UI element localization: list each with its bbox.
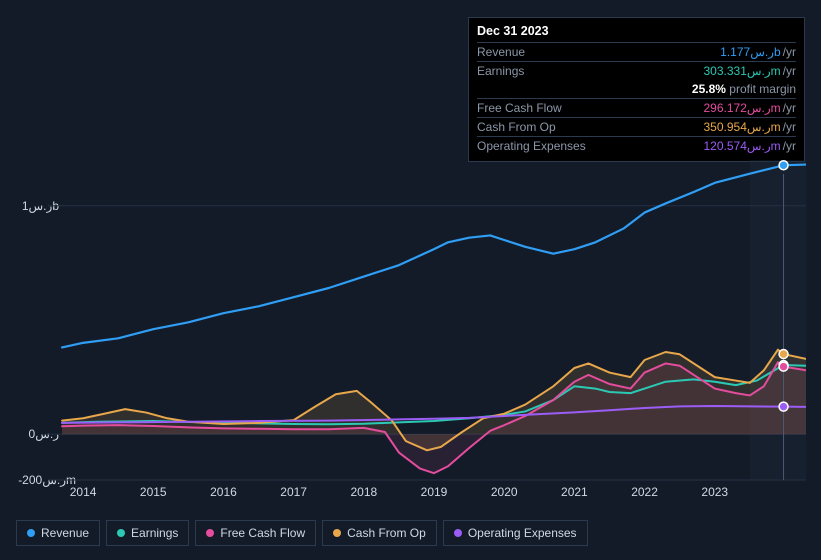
legend-item-earnings[interactable]: Earnings (106, 520, 189, 546)
legend-dot (333, 529, 341, 537)
legend-label: Revenue (41, 526, 89, 540)
hover-tooltip: Dec 31 2023 Revenue1.177ر.سb/yrEarnings3… (468, 17, 805, 162)
tooltip-row: Cash From Op350.954ر.سm/yr (477, 117, 796, 136)
tooltip-row: Free Cash Flow296.172ر.سm/yr (477, 98, 796, 117)
legend-label: Free Cash Flow (220, 526, 305, 540)
tooltip-date: Dec 31 2023 (477, 24, 796, 42)
legend-item-revenue[interactable]: Revenue (16, 520, 100, 546)
legend-item-free-cash-flow[interactable]: Free Cash Flow (195, 520, 316, 546)
tooltip-row: Earnings303.331ر.سm/yr (477, 61, 796, 80)
legend: Revenue Earnings Free Cash Flow Cash From O… (16, 520, 588, 546)
tooltip-row: Revenue1.177ر.سb/yr (477, 42, 796, 61)
line-chart (16, 160, 806, 500)
legend-dot (27, 529, 35, 537)
legend-label: Operating Expenses (468, 526, 577, 540)
tooltip-row: 25.8% profit margin (477, 80, 796, 98)
legend-dot (117, 529, 125, 537)
legend-dot (454, 529, 462, 537)
legend-label: Cash From Op (347, 526, 426, 540)
legend-dot (206, 529, 214, 537)
legend-item-operating-expenses[interactable]: Operating Expenses (443, 520, 588, 546)
legend-item-cash-from-op[interactable]: Cash From Op (322, 520, 437, 546)
legend-label: Earnings (131, 526, 178, 540)
tooltip-row: Operating Expenses120.574ر.سm/yr (477, 136, 796, 155)
chart-area[interactable] (16, 160, 806, 540)
